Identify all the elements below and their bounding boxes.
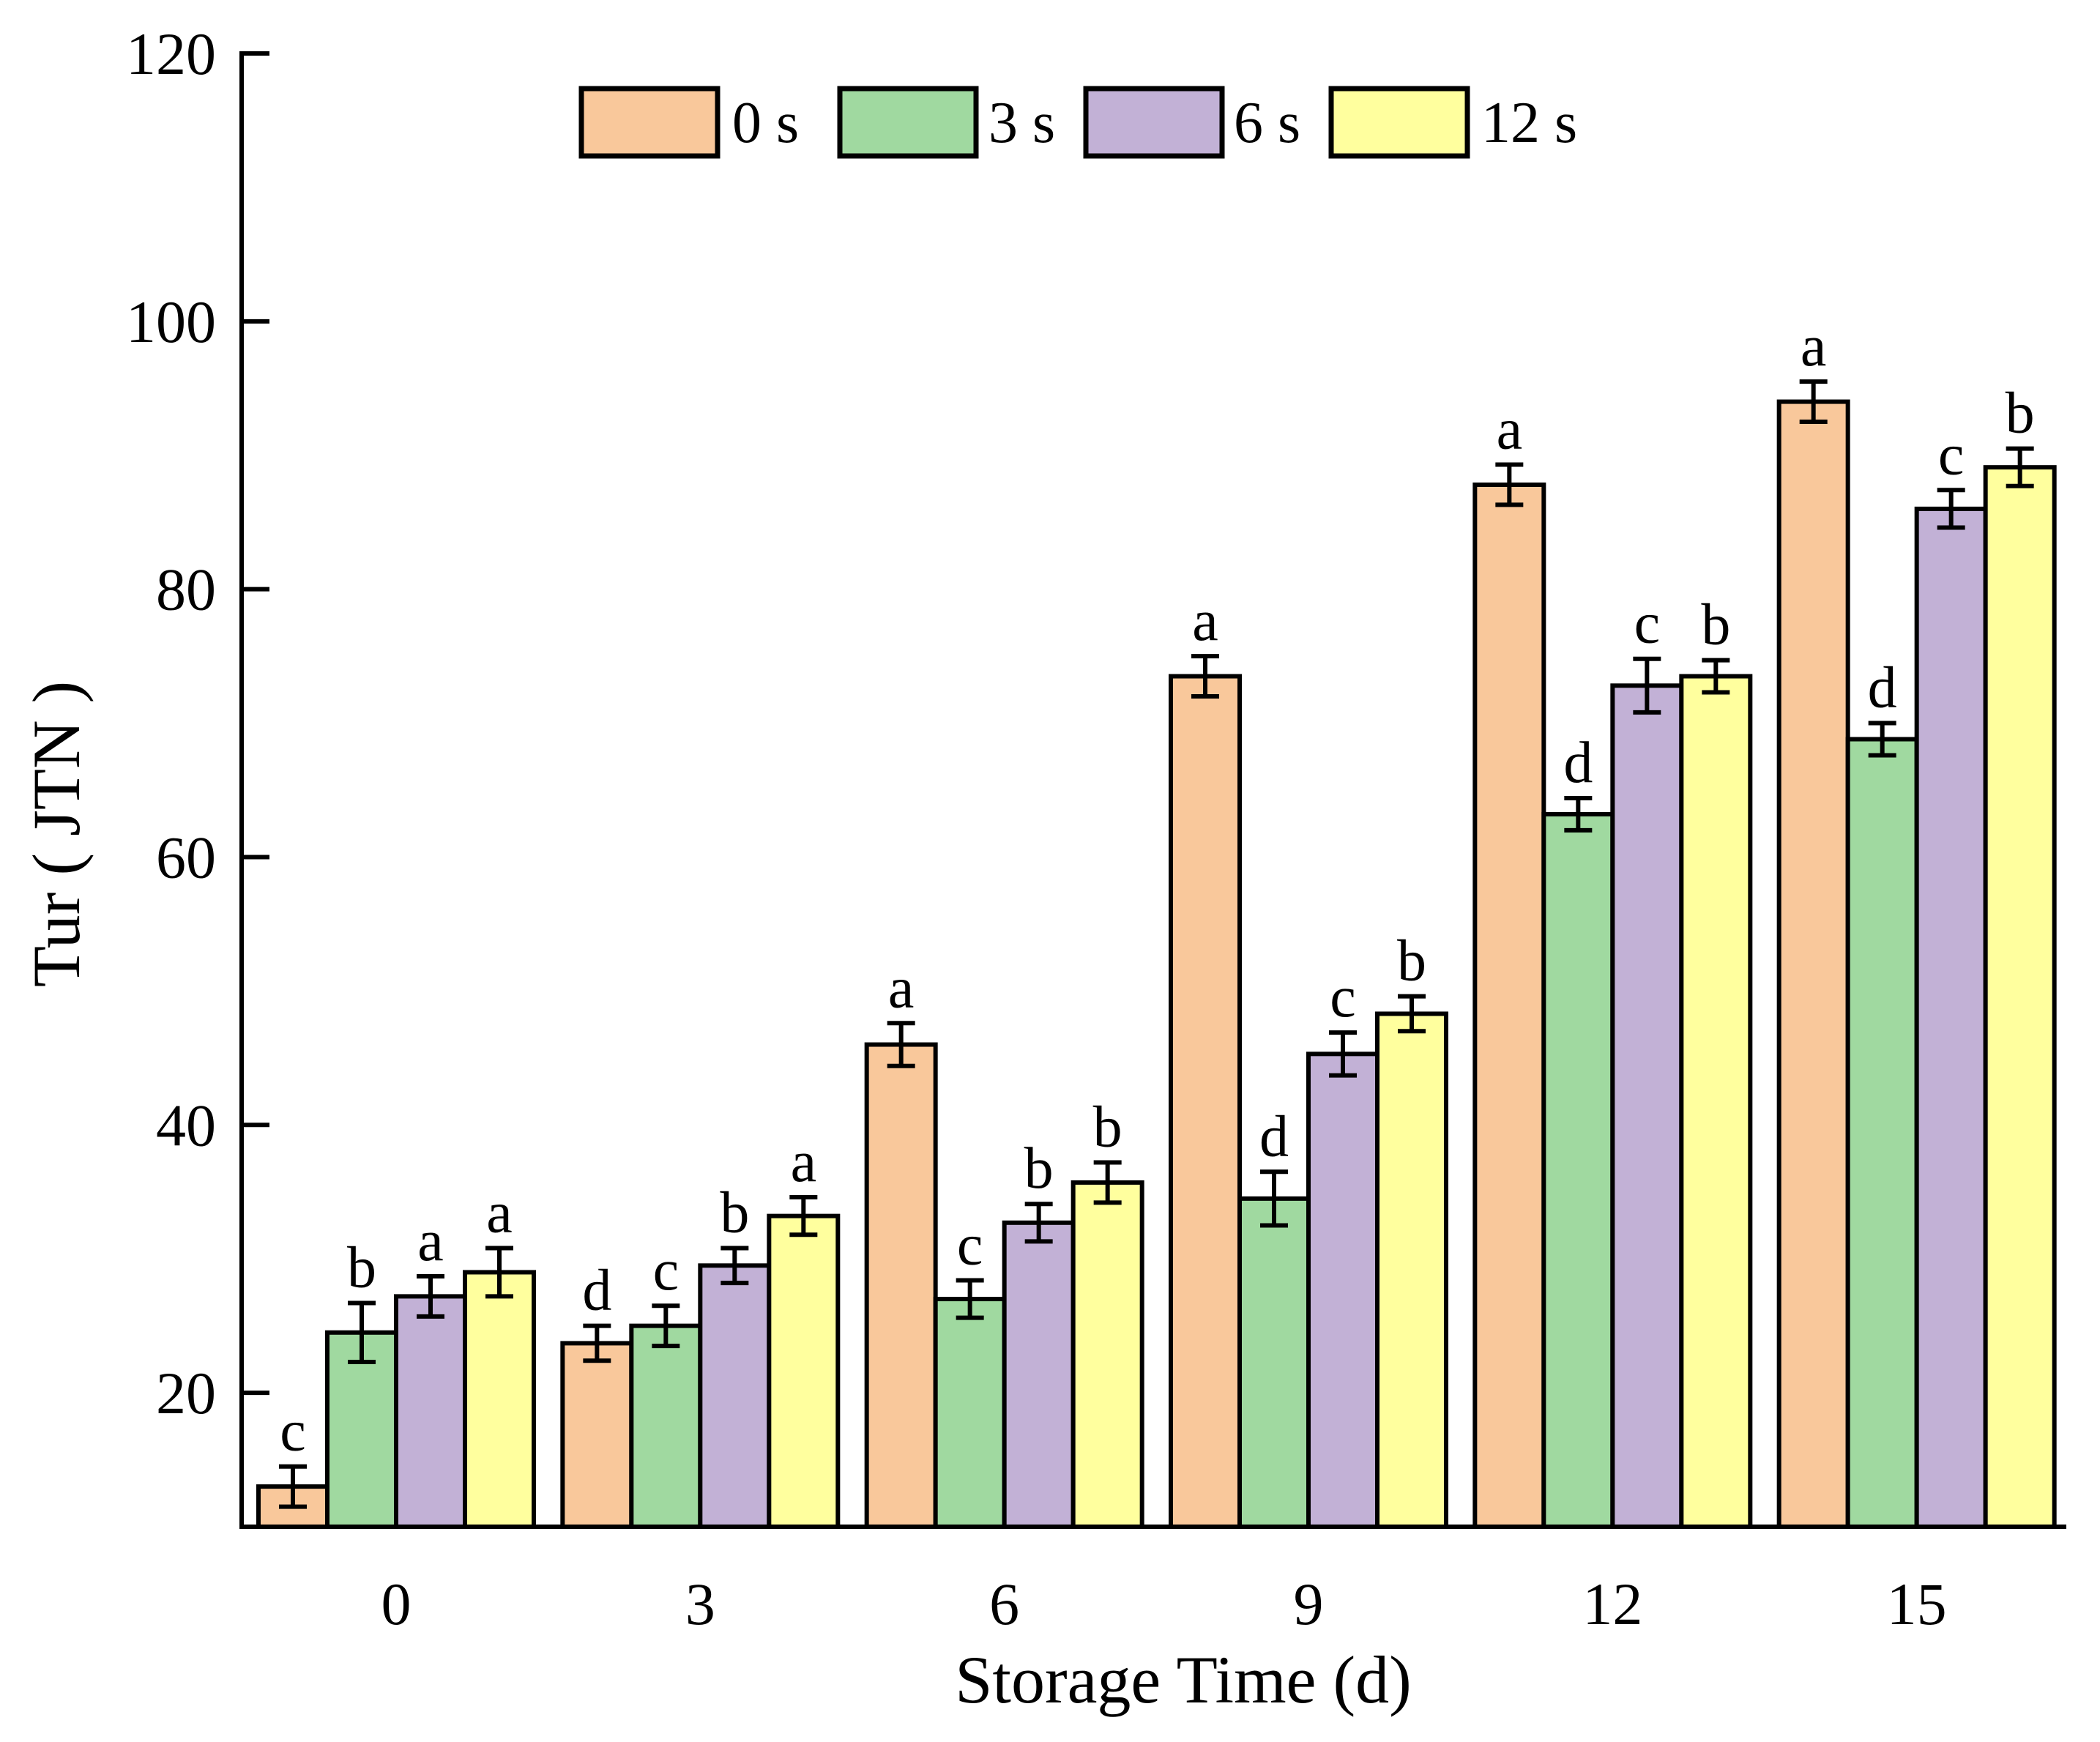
significance-label: a xyxy=(1801,314,1827,379)
x-axis-title: Storage Time (d) xyxy=(955,1642,1412,1717)
x-tick-label: 0 xyxy=(381,1571,412,1637)
y-tick-label: 80 xyxy=(156,557,216,623)
bar xyxy=(933,1297,1007,1530)
bar xyxy=(1472,482,1546,1529)
significance-label: d xyxy=(1563,731,1593,795)
x-tick-label: 6 xyxy=(989,1571,1019,1637)
legend-swatch xyxy=(1328,86,1470,159)
significance-label: b xyxy=(1024,1136,1054,1201)
bar xyxy=(1169,674,1242,1530)
y-tick-label: 60 xyxy=(156,824,216,890)
legend-swatch xyxy=(578,86,721,159)
legend-label: 6 s xyxy=(1234,91,1300,155)
y-tick-label: 40 xyxy=(156,1092,216,1158)
significance-label: a xyxy=(486,1181,513,1246)
legend-label: 0 s xyxy=(732,91,799,155)
significance-label: c xyxy=(1634,592,1661,656)
significance-label: b xyxy=(1093,1095,1122,1159)
bar xyxy=(864,1042,938,1529)
bar xyxy=(463,1270,536,1530)
significance-label: c xyxy=(653,1238,679,1303)
bar xyxy=(1541,811,1615,1529)
bar xyxy=(1306,1051,1379,1529)
bar xyxy=(1002,1220,1076,1530)
legend-label: 12 s xyxy=(1481,91,1577,155)
legend-swatch xyxy=(837,86,979,159)
significance-label: d xyxy=(1868,656,1897,721)
significance-label: b xyxy=(347,1236,376,1300)
x-tick-label: 3 xyxy=(685,1571,715,1637)
bar xyxy=(629,1323,703,1529)
bar xyxy=(560,1341,634,1529)
bar xyxy=(767,1213,841,1529)
axes: 20 40 60 80 100 120 Tur ( JTN ) 0 3 6 9 12 15 Storage… xyxy=(19,21,2066,1717)
y-tick-label: 20 xyxy=(156,1360,216,1426)
legend: 0 s 3 s 6 s 12 s xyxy=(578,86,1577,159)
bar xyxy=(394,1294,467,1529)
significance-label: d xyxy=(582,1259,611,1323)
x-tick-label: 9 xyxy=(1294,1571,1324,1637)
y-axis-title: Tur ( JTN ) xyxy=(19,681,94,987)
significance-label: c xyxy=(280,1399,306,1464)
significance-label: a xyxy=(417,1209,444,1273)
significance-label: a xyxy=(888,956,915,1020)
y-tick-label: 100 xyxy=(126,289,216,355)
legend-label: 3 s xyxy=(988,91,1055,155)
significance-label: c xyxy=(1330,965,1356,1030)
bar xyxy=(1983,465,2057,1529)
bar xyxy=(1679,674,1753,1530)
significance-label: b xyxy=(1397,929,1426,994)
bar xyxy=(1237,1196,1311,1529)
significance-label: b xyxy=(2006,381,2035,446)
x-tick-label: 12 xyxy=(1582,1571,1642,1637)
bar xyxy=(1375,1011,1448,1529)
y-tick-label: 120 xyxy=(126,21,216,87)
bar xyxy=(1776,399,1850,1530)
legend-swatch xyxy=(1083,86,1225,159)
bar xyxy=(1845,737,1919,1530)
significance-label: a xyxy=(1497,398,1523,462)
bar xyxy=(1914,506,1988,1530)
significance-label: b xyxy=(1701,593,1730,658)
significance-label: b xyxy=(720,1181,749,1246)
significance-label: c xyxy=(1938,423,1965,487)
significance-label: a xyxy=(1192,589,1218,653)
x-tick-label: 15 xyxy=(1887,1571,1947,1637)
bar xyxy=(1610,683,1684,1529)
significance-label: d xyxy=(1259,1104,1289,1169)
bar xyxy=(698,1263,772,1529)
significance-label: a xyxy=(791,1130,817,1194)
significance-label: c xyxy=(957,1213,983,1277)
bar xyxy=(1071,1180,1144,1529)
